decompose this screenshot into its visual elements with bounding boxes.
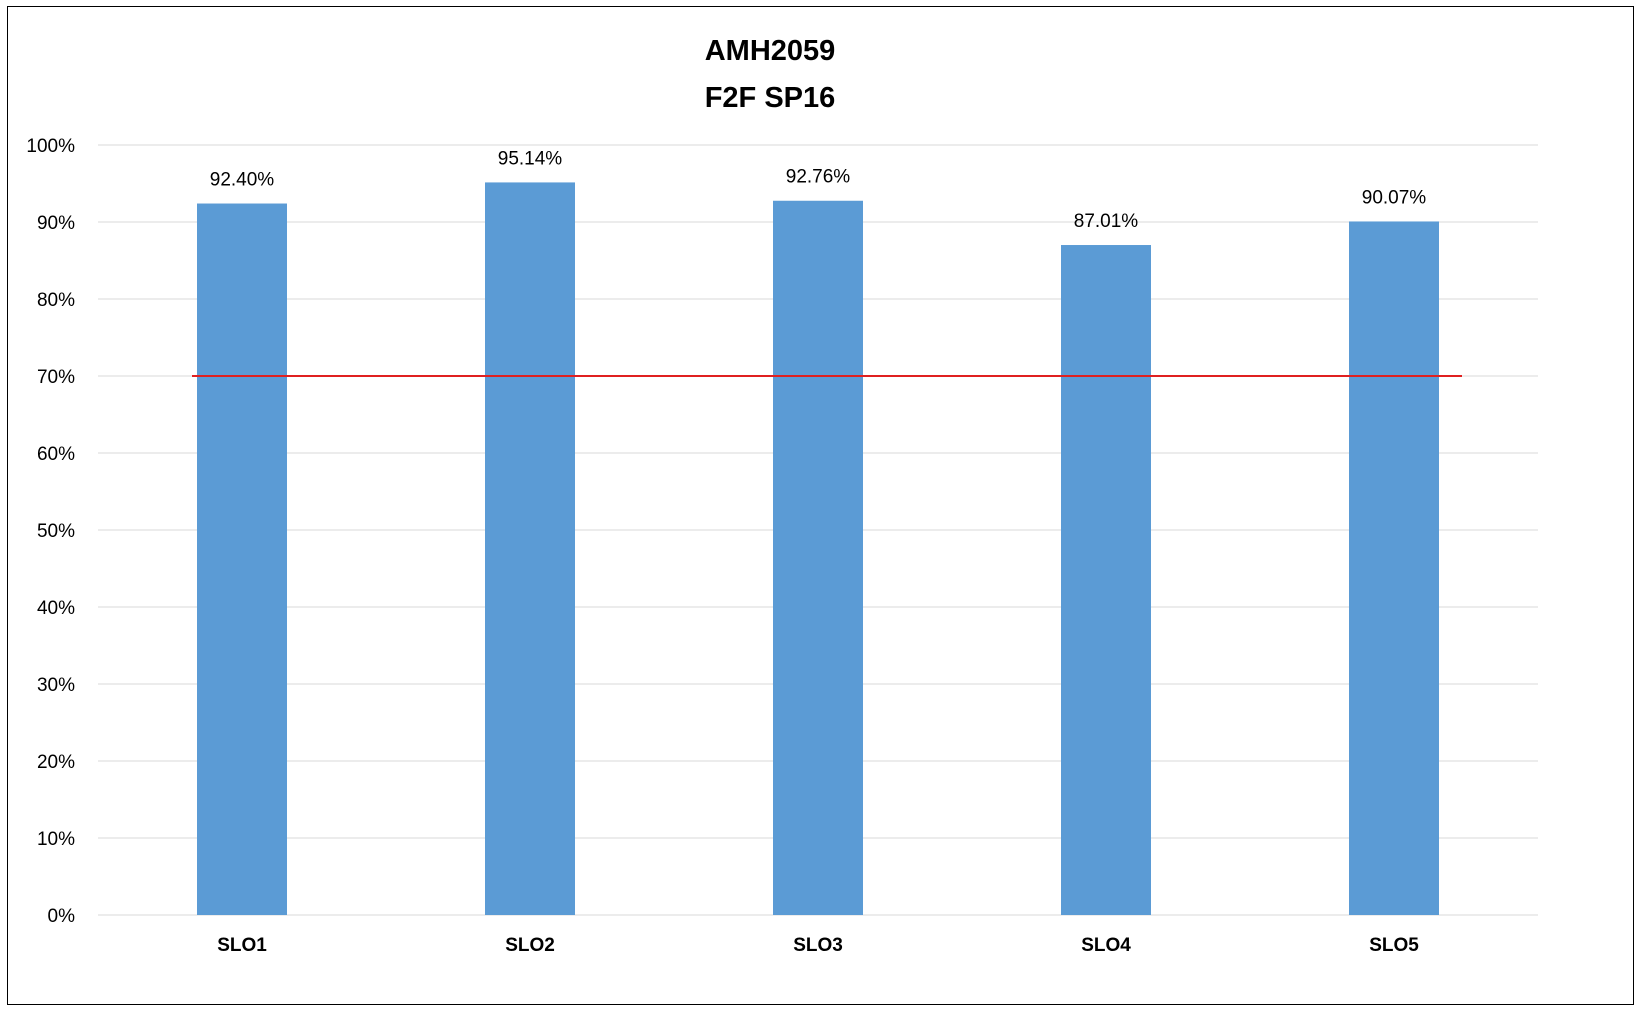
bar [1349, 221, 1439, 915]
y-tick-label: 60% [37, 444, 75, 465]
data-label: 92.76% [786, 167, 851, 188]
x-category-label: SLO1 [217, 935, 267, 956]
y-tick-label: 100% [26, 136, 75, 157]
chart-subtitle: F2F SP16 [705, 82, 836, 114]
data-labels: 92.40% 95.14% 92.76% 87.01% 90.07% [210, 148, 1427, 232]
y-tick-label: 90% [37, 213, 75, 234]
x-category-label: SLO4 [1081, 935, 1131, 956]
y-tick-label: 50% [37, 521, 75, 542]
bar [485, 182, 575, 915]
x-axis-categories: SLO1 SLO2 SLO3 SLO4 SLO5 [217, 935, 1419, 956]
x-category-label: SLO5 [1369, 935, 1419, 956]
bar [197, 203, 287, 915]
y-tick-label: 70% [37, 367, 75, 388]
data-label: 90.07% [1362, 187, 1427, 208]
chart-title: AMH2059 [705, 35, 836, 67]
y-tick-label: 80% [37, 290, 75, 311]
data-label: 95.14% [498, 148, 563, 169]
y-tick-label: 30% [37, 675, 75, 696]
y-tick-label: 0% [48, 906, 76, 927]
bar [1061, 245, 1151, 915]
y-axis-ticks: 0% 10% 20% 30% 40% 50% 60% 70% 80% 90% 100% [26, 136, 75, 927]
bar-chart: AMH2059 F2F SP16 0% 10% 20% 30% 40% 50% 60% 70%… [26, 35, 1538, 956]
bars [197, 182, 1439, 916]
y-tick-label: 20% [37, 752, 75, 773]
chart-frame: AMH2059 F2F SP16 0% 10% 20% 30% 40% 50% 60% 70%… [7, 6, 1634, 1005]
x-category-label: SLO2 [505, 935, 555, 956]
y-tick-label: 10% [37, 829, 75, 850]
data-label: 92.40% [210, 170, 275, 191]
x-category-label: SLO3 [793, 935, 843, 956]
data-label: 87.01% [1074, 211, 1139, 232]
bar [773, 200, 863, 916]
y-tick-label: 40% [37, 598, 75, 619]
